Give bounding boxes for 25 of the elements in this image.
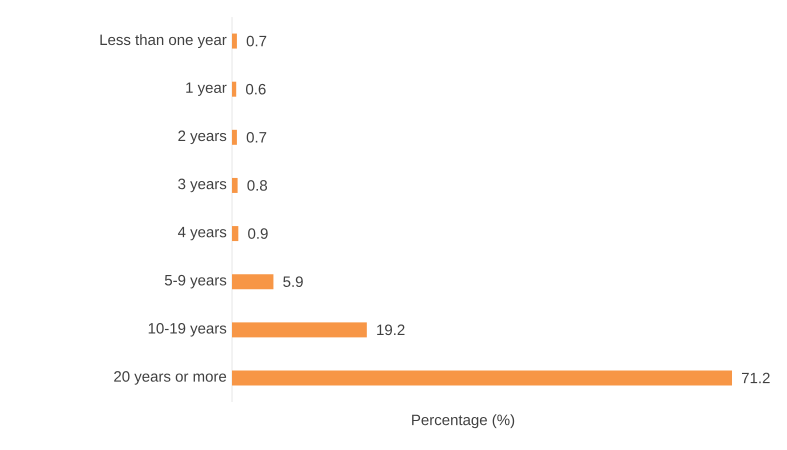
bar (232, 274, 274, 290)
bar (232, 178, 238, 193)
data-label: 0.9 (248, 228, 268, 239)
y-tick-label: 2 years (178, 130, 226, 144)
x-axis-title: Percentage (%) (412, 414, 514, 428)
data-label: 0.6 (246, 84, 266, 94)
data-label: 0.7 (246, 36, 266, 46)
y-tick-label: Less than one year (100, 34, 227, 48)
data-label: 0.8 (247, 180, 268, 191)
bar (232, 322, 367, 338)
data-label: 19.2 (377, 324, 404, 336)
y-tick-label: 3 years (178, 178, 226, 192)
data-label: 0.7 (246, 132, 266, 143)
bar (232, 130, 237, 145)
bar (232, 82, 236, 97)
y-tick-label: 4 years (178, 226, 226, 240)
data-label: 71.2 (742, 372, 770, 384)
bar (232, 370, 732, 386)
y-tick-label: 20 years or more (114, 371, 226, 385)
y-tick-label: 1 year (186, 82, 227, 96)
bar (232, 34, 237, 49)
bar (232, 226, 238, 242)
y-tick-label: 10-19 years (148, 323, 226, 337)
data-label: 5.9 (283, 276, 303, 287)
y-tick-label: 5-9 years (164, 274, 226, 288)
